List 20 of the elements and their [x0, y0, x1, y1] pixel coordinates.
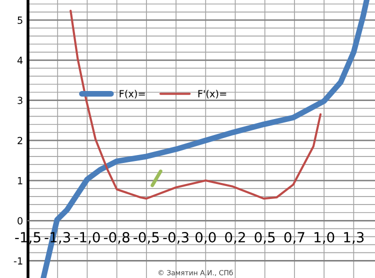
x-tick-label: 0,7: [284, 232, 304, 244]
x-tick-label: -0,3: [163, 232, 188, 244]
y-tick-label: 3: [18, 96, 22, 104]
x-tick-label: 1,3: [344, 232, 364, 244]
y-tick-label: 1: [18, 177, 22, 184]
legend-label: F'(x)=: [198, 90, 226, 98]
x-tick-label: 0,2: [225, 232, 245, 244]
line-series: [70, 10, 322, 200]
y-tick-label: 0: [18, 217, 22, 224]
x-tick-label: -0,5: [134, 232, 159, 244]
x-tick-label: -0,8: [104, 232, 130, 244]
legend-label: F(x)=: [120, 90, 145, 98]
x-tick-label: 0,0: [196, 232, 216, 244]
x-tick-label: 1,0: [314, 232, 334, 244]
y-tick-label: 4: [17, 56, 23, 64]
y-tick-label: 5: [18, 16, 22, 24]
y-tick-label: 2: [18, 136, 22, 144]
x-tick-label: -1,0: [74, 232, 100, 244]
x-tick-label: 0,5: [254, 232, 275, 244]
y-tick-label: -1: [14, 257, 22, 264]
